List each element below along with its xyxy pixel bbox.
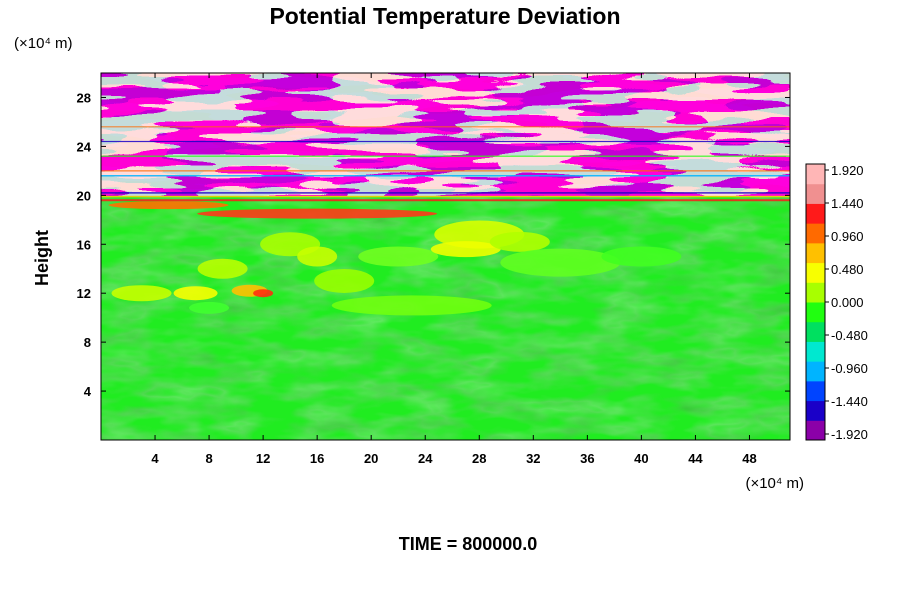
colorbar-label: 1.920: [831, 163, 864, 178]
colorbar-swatch: [806, 183, 825, 204]
colorbar-label: 0.000: [831, 295, 864, 310]
colorbar-swatch: [806, 302, 825, 323]
colorbar-label: -1.440: [831, 394, 868, 409]
plot-frame: [100, 72, 791, 441]
y-tick-label: 16: [77, 237, 91, 252]
y-tick-label: 20: [77, 188, 91, 203]
colorbar-label: -1.920: [831, 427, 868, 442]
tropopause-stripe: [101, 195, 790, 198]
x-tick-label: 48: [742, 451, 756, 466]
y-tick-label: 4: [84, 384, 92, 399]
tropopause-stripe: [101, 175, 790, 177]
y-axis-label: Height: [32, 230, 52, 286]
tropopause-stripe: [101, 199, 790, 202]
x-axis-ticks: 4 8 12 16 20 24 28 32 36 40 44 48: [151, 73, 757, 466]
field-feature: [253, 289, 274, 298]
colorbar-swatch: [806, 262, 825, 283]
x-tick-label: 12: [256, 451, 270, 466]
field-feature: [500, 248, 621, 277]
colorbar-swatch: [806, 380, 825, 402]
colorbar-swatch: [806, 321, 825, 342]
plot-area: [101, 73, 790, 440]
tropopause-stripe: [101, 155, 790, 157]
colorbar-swatch: [806, 164, 825, 185]
colorbar-swatch: [806, 223, 825, 244]
time-label: TIME = 800000.0: [399, 534, 538, 554]
tropopause-stripe: [101, 140, 790, 143]
x-tick-label: 44: [688, 451, 703, 466]
field-upper-layer: [101, 73, 790, 196]
y-tick-label: 24: [77, 139, 92, 154]
field-mid-features: [108, 201, 682, 316]
field-feature: [489, 231, 550, 252]
tropopause-stripe: [101, 126, 790, 128]
y-tick-label: 12: [77, 286, 91, 301]
colorbar-swatch: [806, 420, 825, 441]
field-feature: [197, 208, 438, 219]
y-tick-label: 28: [77, 90, 91, 105]
x-tick-label: 8: [205, 451, 212, 466]
field-feature: [297, 246, 338, 267]
field-feature: [108, 201, 229, 210]
field-tropopause-band: [101, 126, 790, 202]
field-feature: [331, 295, 492, 316]
field-feature: [314, 268, 375, 293]
x-tick-label: 28: [472, 451, 486, 466]
colorbar-label: 0.480: [831, 262, 864, 277]
colorbar-swatch: [806, 203, 825, 224]
field-feature: [358, 246, 439, 267]
colorbar-label: 1.440: [831, 196, 864, 211]
x-tick-label: 32: [526, 451, 540, 466]
x-tick-label: 16: [310, 451, 324, 466]
x-tick-label: 24: [418, 451, 433, 466]
x-tick-label: 20: [364, 451, 378, 466]
field-feature: [197, 258, 248, 279]
colorbar-swatch: [806, 361, 825, 382]
tropopause-stripe: [101, 170, 790, 172]
colorbar-swatch: [806, 242, 825, 264]
colorbar-swatch: [806, 341, 825, 362]
x-tick-label: 40: [634, 451, 648, 466]
y-axis-ticks: 4 8 12 16 20 24 28: [77, 90, 790, 399]
field-feature: [111, 285, 172, 302]
colorbar-label: 0.960: [831, 229, 864, 244]
colorbar-swatch: [806, 282, 825, 303]
y-axis-unit: (×10⁴ m): [14, 35, 73, 52]
field-feature: [189, 301, 230, 314]
colorbar-label: -0.480: [831, 328, 868, 343]
tropopause-stripe: [101, 192, 790, 194]
chart-title: Potential Temperature Deviation: [269, 3, 620, 29]
x-tick-label: 36: [580, 451, 594, 466]
field-feature: [430, 241, 501, 258]
colorbar: 1.920 1.440 0.960 0.480 0.000 -0.480 -0.960 -1.…: [805, 163, 868, 442]
colorbar-label: -0.960: [831, 361, 868, 376]
field-feature: [601, 246, 682, 267]
colorbar-swatch: [806, 400, 825, 421]
x-tick-label: 4: [151, 451, 159, 466]
field-feature: [173, 286, 218, 301]
x-axis-unit: (×10⁴ m): [745, 475, 804, 492]
y-tick-label: 8: [84, 335, 91, 350]
